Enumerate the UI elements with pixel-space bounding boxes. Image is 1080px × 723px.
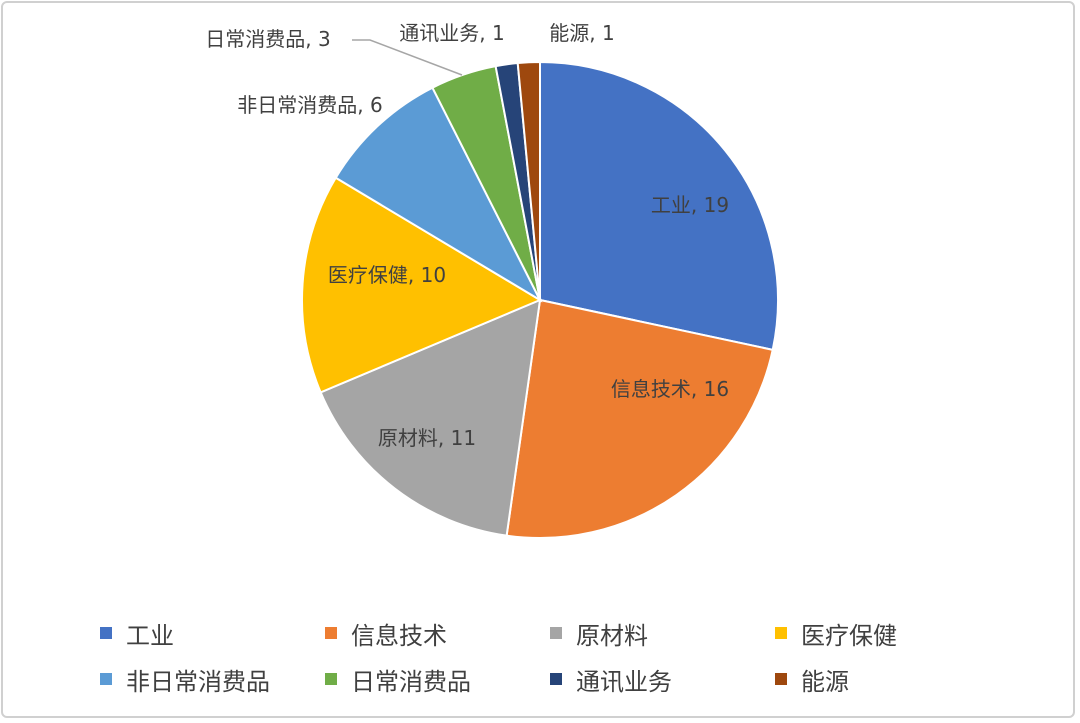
legend-label: 原材料 (576, 621, 648, 650)
legend-label: 能源 (801, 667, 849, 696)
legend-swatch (100, 673, 112, 685)
pie-slice-7 (516, 60, 541, 301)
legend-item: 原材料 (550, 616, 775, 651)
legend-swatch (550, 627, 562, 639)
data-label-2: 原材料, 11 (378, 426, 476, 450)
legend-label: 信息技术 (351, 621, 447, 650)
legend-item: 非日常消费品 (100, 662, 325, 697)
data-label-1: 信息技术, 16 (611, 377, 729, 401)
data-label-5: 日常消费品, 3 (205, 27, 330, 51)
legend-item: 能源 (775, 662, 1000, 697)
legend: 工业 信息技术 原材料 医疗保健 非日常消费品 日常消费品 通讯业务 能源 (100, 610, 1000, 702)
legend-label: 非日常消费品 (126, 667, 270, 696)
legend-swatch (325, 673, 337, 685)
pie-slice-3 (301, 176, 543, 394)
legend-swatch (775, 627, 787, 639)
legend-label: 日常消费品 (351, 667, 471, 696)
data-label-6: 通讯业务, 1 (399, 21, 504, 45)
leader-line (352, 39, 463, 76)
legend-swatch (775, 673, 787, 685)
pie-slice-2 (319, 298, 542, 537)
data-label-4: 非日常消费品, 6 (237, 93, 382, 117)
legend-swatch (550, 673, 562, 685)
legend-item: 医疗保健 (775, 616, 1000, 651)
pie-slice-0 (539, 60, 779, 352)
legend-label: 医疗保健 (801, 621, 897, 650)
legend-swatch (325, 627, 337, 639)
legend-item: 通讯业务 (550, 662, 775, 697)
legend-label: 通讯业务 (576, 667, 672, 696)
pie-slice-4 (334, 86, 543, 303)
legend-item: 信息技术 (325, 616, 550, 651)
legend-swatch (100, 627, 112, 639)
legend-label: 工业 (126, 621, 174, 650)
data-label-0: 工业, 19 (651, 193, 729, 217)
data-label-3: 医疗保健, 10 (328, 263, 446, 287)
legend-item: 工业 (100, 616, 325, 651)
pie-slice-1 (505, 298, 774, 539)
legend-item: 日常消费品 (325, 662, 550, 697)
data-label-7: 能源, 1 (549, 21, 614, 45)
